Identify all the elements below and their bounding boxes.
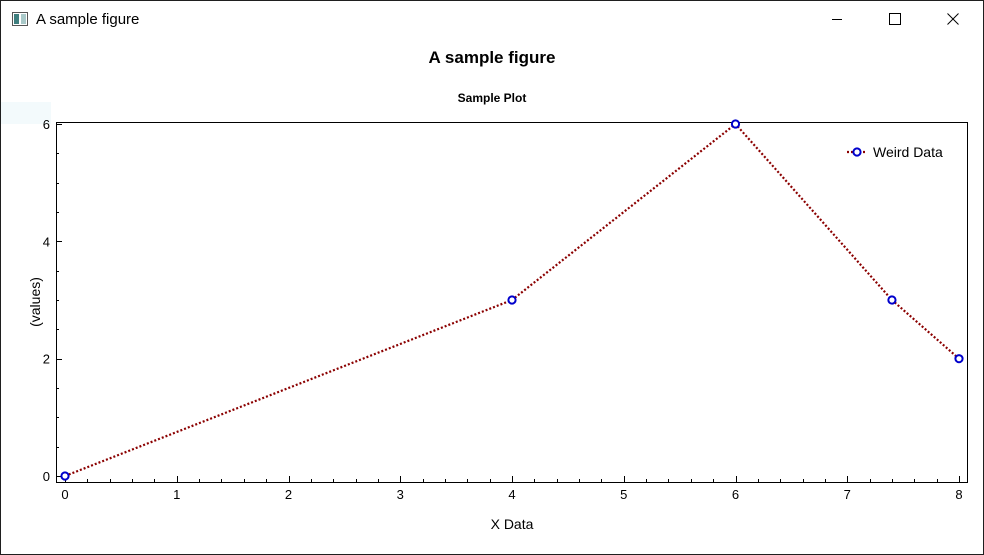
plot-title: Sample Plot bbox=[457, 91, 527, 105]
app-icon bbox=[12, 12, 28, 26]
ticks-layer: 0 1 2 3 4 5 6 7 8 0 2 4 6 bbox=[43, 117, 963, 502]
x-tick-label: 5 bbox=[620, 487, 627, 502]
x-tick-label: 4 bbox=[508, 487, 515, 502]
figure-title: A sample figure bbox=[428, 48, 556, 67]
title-bar[interactable]: A sample figure bbox=[1, 1, 983, 37]
legend-marker bbox=[852, 147, 862, 157]
y-axis-label: (values) bbox=[27, 277, 43, 327]
data-point bbox=[60, 471, 70, 481]
maximize-button[interactable] bbox=[866, 1, 924, 37]
data-point bbox=[730, 119, 741, 129]
y-tick-label: 4 bbox=[43, 234, 50, 249]
x-tick-label: 7 bbox=[844, 487, 851, 502]
window-title: A sample figure bbox=[36, 11, 140, 28]
y-tick-label: 2 bbox=[43, 352, 50, 367]
series-layer bbox=[60, 119, 964, 481]
x-tick-label: 6 bbox=[732, 487, 739, 502]
y-tick-label: 6 bbox=[43, 117, 50, 132]
x-tick-label: 3 bbox=[397, 487, 404, 502]
x-tick-label: 2 bbox=[285, 487, 292, 502]
minimize-button[interactable] bbox=[808, 1, 866, 37]
legend-label: Weird Data bbox=[873, 144, 943, 160]
data-point bbox=[887, 295, 897, 305]
close-button[interactable] bbox=[924, 1, 982, 37]
data-point bbox=[507, 295, 517, 305]
x-tick-label: 0 bbox=[61, 487, 68, 502]
x-tick-label: 1 bbox=[173, 487, 180, 502]
x-axis-label: X Data bbox=[491, 516, 534, 532]
toolbar-strip bbox=[1, 102, 51, 124]
maximize-icon bbox=[889, 13, 901, 25]
minimize-icon bbox=[832, 19, 842, 20]
close-icon bbox=[947, 13, 959, 25]
y-tick-label: 0 bbox=[43, 469, 50, 484]
data-point bbox=[954, 354, 964, 364]
legend: Weird Data bbox=[847, 144, 943, 160]
plot-area bbox=[56, 122, 968, 483]
x-tick-label: 8 bbox=[955, 487, 962, 502]
